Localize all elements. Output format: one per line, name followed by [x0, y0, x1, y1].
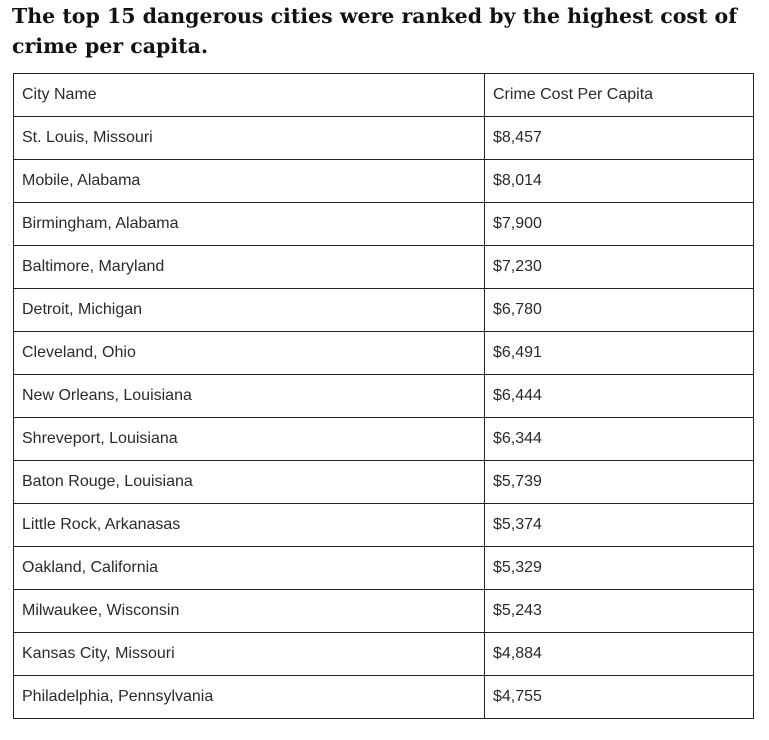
cost-cell: $5,739	[484, 460, 754, 504]
city-cell: Philadelphia, Pennsylvania	[13, 675, 485, 719]
city-cell: Little Rock, Arkanasas	[13, 503, 485, 547]
city-cell: New Orleans, Louisiana	[13, 374, 485, 418]
table-row: Mobile, Alabama $8,014	[13, 159, 754, 203]
table-row: Cleveland, Ohio $6,491	[13, 331, 754, 375]
table-row: Shreveport, Louisiana $6,344	[13, 417, 754, 461]
header-crime-cost: Crime Cost Per Capita	[484, 73, 754, 117]
cost-cell: $6,780	[484, 288, 754, 332]
cost-cell: $7,230	[484, 245, 754, 289]
city-cell: Detroit, Michigan	[13, 288, 485, 332]
table-row: Birmingham, Alabama $7,900	[13, 202, 754, 246]
city-cell: Kansas City, Missouri	[13, 632, 485, 676]
table-header-row: City Name Crime Cost Per Capita	[13, 73, 754, 117]
cost-cell: $7,900	[484, 202, 754, 246]
table-row: Little Rock, Arkanasas $5,374	[13, 503, 754, 547]
table-row: New Orleans, Louisiana $6,444	[13, 374, 754, 418]
city-cell: Cleveland, Ohio	[13, 331, 485, 375]
cost-cell: $8,014	[484, 159, 754, 203]
cost-cell: $6,444	[484, 374, 754, 418]
crime-cost-table: City Name Crime Cost Per Capita St. Loui…	[13, 73, 754, 719]
cost-cell: $4,884	[484, 632, 754, 676]
header-city-name: City Name	[13, 73, 485, 117]
cost-cell: $5,329	[484, 546, 754, 590]
city-cell: Milwaukee, Wisconsin	[13, 589, 485, 633]
city-cell: St. Louis, Missouri	[13, 116, 485, 160]
city-cell: Oakland, California	[13, 546, 485, 590]
city-cell: Shreveport, Louisiana	[13, 417, 485, 461]
city-cell: Mobile, Alabama	[13, 159, 485, 203]
cost-cell: $4,755	[484, 675, 754, 719]
city-cell: Birmingham, Alabama	[13, 202, 485, 246]
cost-cell: $6,491	[484, 331, 754, 375]
table-row: Baton Rouge, Louisiana $5,739	[13, 460, 754, 504]
table-row: Oakland, California $5,329	[13, 546, 754, 590]
table-row: Milwaukee, Wisconsin $5,243	[13, 589, 754, 633]
table-row: Kansas City, Missouri $4,884	[13, 632, 754, 676]
cost-cell: $5,243	[484, 589, 754, 633]
table-row: St. Louis, Missouri $8,457	[13, 116, 754, 160]
table-row: Philadelphia, Pennsylvania $4,755	[13, 675, 754, 719]
table-row: Detroit, Michigan $6,780	[13, 288, 754, 332]
article-heading: The top 15 dangerous cities were ranked …	[12, 4, 738, 58]
cost-cell: $8,457	[484, 116, 754, 160]
cost-cell: $5,374	[484, 503, 754, 547]
cost-cell: $6,344	[484, 417, 754, 461]
city-cell: Baton Rouge, Louisiana	[13, 460, 485, 504]
city-cell: Baltimore, Maryland	[13, 245, 485, 289]
table-row: Baltimore, Maryland $7,230	[13, 245, 754, 289]
